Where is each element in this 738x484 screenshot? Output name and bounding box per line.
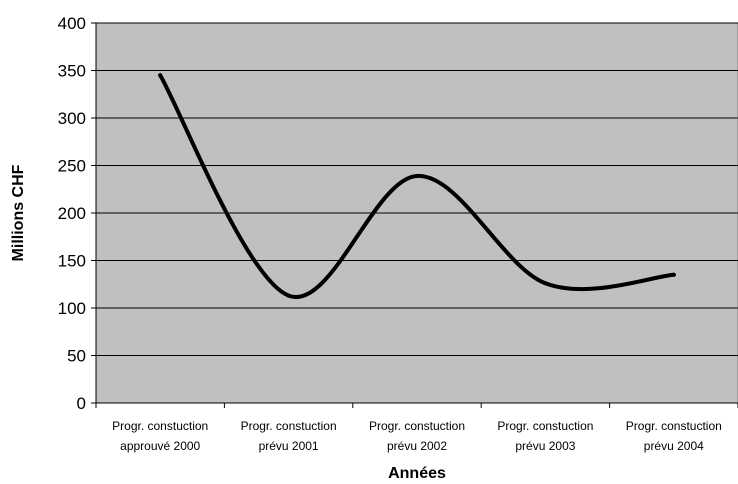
data-point-4 <box>671 272 676 277</box>
x-axis-title: Années <box>388 465 446 482</box>
x-tick-label-2: Progr. constuction prévu 2002 <box>369 419 465 453</box>
y-tick-label-50: 50 <box>67 347 86 366</box>
x-tick-label-3: Progr. constuction prévu 2003 <box>497 419 593 453</box>
y-axis-tick-labels: 0 50 100 150 200 250 300 350 400 <box>58 14 86 413</box>
data-point-2 <box>415 173 419 178</box>
y-tick-label-150: 150 <box>58 252 86 271</box>
x-axis-tick-labels: Progr. constuction approuvé 2000 Progr. co… <box>112 419 722 453</box>
data-point-1 <box>286 293 291 298</box>
y-tick-label-300: 300 <box>58 109 86 128</box>
series-line-0 <box>158 73 676 300</box>
y-tick-label-0: 0 <box>77 394 86 413</box>
y-tick-label-400: 400 <box>58 14 86 33</box>
gridlines <box>96 22 738 356</box>
x-tick-label-4: Progr. constuction prévu 2004 <box>626 419 722 453</box>
series-group <box>158 73 676 300</box>
x-tick-label-0: Progr. constuction approuvé 2000 <box>112 419 208 453</box>
y-tick-label-200: 200 <box>58 204 86 223</box>
axes <box>91 22 738 408</box>
data-point-0 <box>158 73 163 78</box>
y-axis-title: Millions CHF <box>10 164 27 261</box>
y-tick-label-100: 100 <box>58 299 86 318</box>
x-tick-label-1: Progr. constuction prévu 2001 <box>241 419 337 453</box>
data-point-3 <box>543 281 548 286</box>
y-tick-label-250: 250 <box>58 157 86 176</box>
y-tick-label-350: 350 <box>58 62 86 81</box>
